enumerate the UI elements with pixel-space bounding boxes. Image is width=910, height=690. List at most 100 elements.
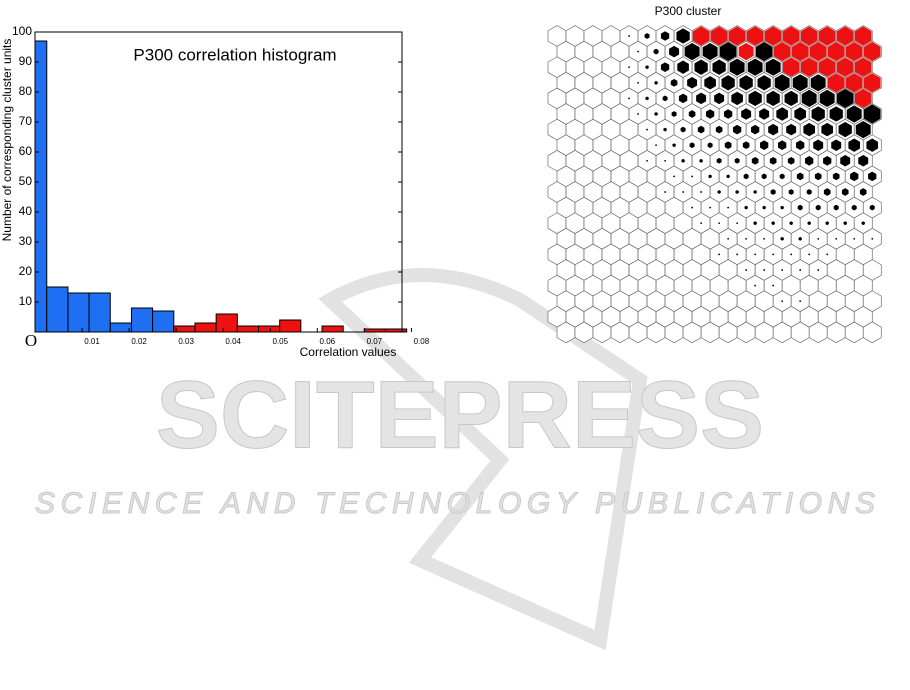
- hex-marker: [841, 188, 849, 196]
- bar: [279, 319, 302, 333]
- chart-title: P300 correlation histogram: [133, 45, 336, 64]
- hex-marker: [734, 157, 740, 164]
- hex-marker: [760, 140, 769, 150]
- x-tick-label: O: [25, 331, 37, 350]
- hex-marker: [714, 92, 725, 105]
- hex-marker: [707, 142, 713, 149]
- hex-marker: [853, 237, 856, 240]
- hex-marker: [813, 139, 824, 151]
- hex-marker: [800, 26, 818, 46]
- hex-marker: [747, 58, 763, 76]
- hex-marker: [727, 237, 729, 240]
- hex-marker: [774, 74, 790, 92]
- bar: [88, 292, 111, 333]
- hex-marker: [676, 28, 690, 44]
- hex-marker: [736, 222, 738, 225]
- hex-marker: [717, 190, 721, 194]
- hex-marker: [742, 141, 750, 150]
- hex-marker: [762, 205, 766, 210]
- hex-marker: [682, 191, 684, 193]
- hex-marker: [799, 269, 802, 271]
- hex-marker: [796, 140, 805, 150]
- hex-marker: [670, 78, 678, 87]
- hex-marker: [741, 108, 752, 120]
- y-tick-label: 20: [19, 264, 33, 278]
- hex-marker: [831, 139, 842, 151]
- x-tick-label: 0.03: [178, 337, 194, 346]
- hex-marker: [782, 57, 800, 77]
- hex-marker: [840, 155, 851, 167]
- hex-marker: [771, 221, 775, 226]
- hex-marker: [672, 143, 676, 148]
- hex-marker: [637, 113, 639, 115]
- hex-marker: [689, 142, 695, 149]
- hex-marker: [673, 175, 675, 178]
- hex-marker: [664, 191, 666, 193]
- hex-marker: [669, 45, 680, 58]
- hex-marker: [789, 221, 793, 226]
- bar: [236, 325, 259, 333]
- bar: [130, 307, 154, 333]
- hex-marker: [850, 171, 859, 182]
- hex-marker: [791, 42, 809, 62]
- hex-marker: [836, 88, 854, 108]
- hex-marker: [724, 141, 732, 150]
- hex-marker: [645, 96, 649, 101]
- hex-marker: [800, 57, 818, 77]
- y-tick-label: 80: [19, 84, 33, 98]
- hex-marker: [863, 42, 881, 62]
- hex-marker: [736, 253, 738, 256]
- hex-marker: [763, 269, 765, 271]
- bar: [215, 313, 238, 333]
- hex-marker: [854, 26, 872, 46]
- hex-marker: [773, 42, 791, 62]
- hex-marker: [687, 77, 698, 89]
- hex-marker: [848, 138, 861, 152]
- hex-map: P300 cluster: [547, 4, 882, 344]
- hex-marker: [855, 120, 871, 139]
- hex-marker: [637, 50, 639, 53]
- hex-marker: [744, 205, 748, 210]
- hex-marker: [780, 236, 784, 241]
- hex-marker: [818, 26, 836, 46]
- hex-marker: [688, 110, 696, 118]
- hex-marker: [718, 222, 720, 225]
- hex-marker: [761, 173, 767, 180]
- hex-marker: [754, 253, 756, 256]
- hex-marker: [697, 125, 705, 134]
- hex-marker: [677, 60, 689, 74]
- bar: [257, 325, 281, 333]
- y-tick-label: 40: [19, 204, 33, 218]
- hex-marker: [766, 90, 780, 107]
- hex-marker: [868, 171, 877, 182]
- hex-marker: [833, 204, 839, 211]
- hex-marker: [797, 204, 803, 211]
- hex-marker: [654, 80, 658, 85]
- hex-marker: [692, 26, 710, 46]
- hex-marker: [796, 172, 804, 181]
- hex-marker: [821, 122, 833, 137]
- hex-marker: [753, 190, 757, 194]
- watermark-title: SCITEPRESS: [156, 361, 764, 468]
- x-tick-label: 0.07: [367, 337, 383, 346]
- hex-marker: [794, 107, 806, 121]
- hex-marker: [871, 237, 874, 240]
- hex-marker: [827, 42, 845, 62]
- hex-marker: [628, 66, 630, 69]
- x-axis-label: Correlation values: [300, 345, 397, 359]
- hex-marker: [759, 108, 770, 120]
- hex-marker: [660, 62, 670, 72]
- x-tick-label: 0.02: [131, 337, 147, 346]
- hex-marker: [702, 42, 718, 61]
- hex-marker: [731, 91, 743, 106]
- hex-marker: [655, 144, 657, 147]
- hex-marker: [854, 57, 872, 77]
- hex-marker: [845, 73, 863, 93]
- hex-marker: [718, 253, 720, 256]
- hex-marker: [770, 189, 776, 195]
- hex-marker: [755, 42, 773, 62]
- hex-marker: [739, 75, 753, 91]
- hex-marker: [664, 159, 666, 162]
- hex-marker: [781, 300, 783, 303]
